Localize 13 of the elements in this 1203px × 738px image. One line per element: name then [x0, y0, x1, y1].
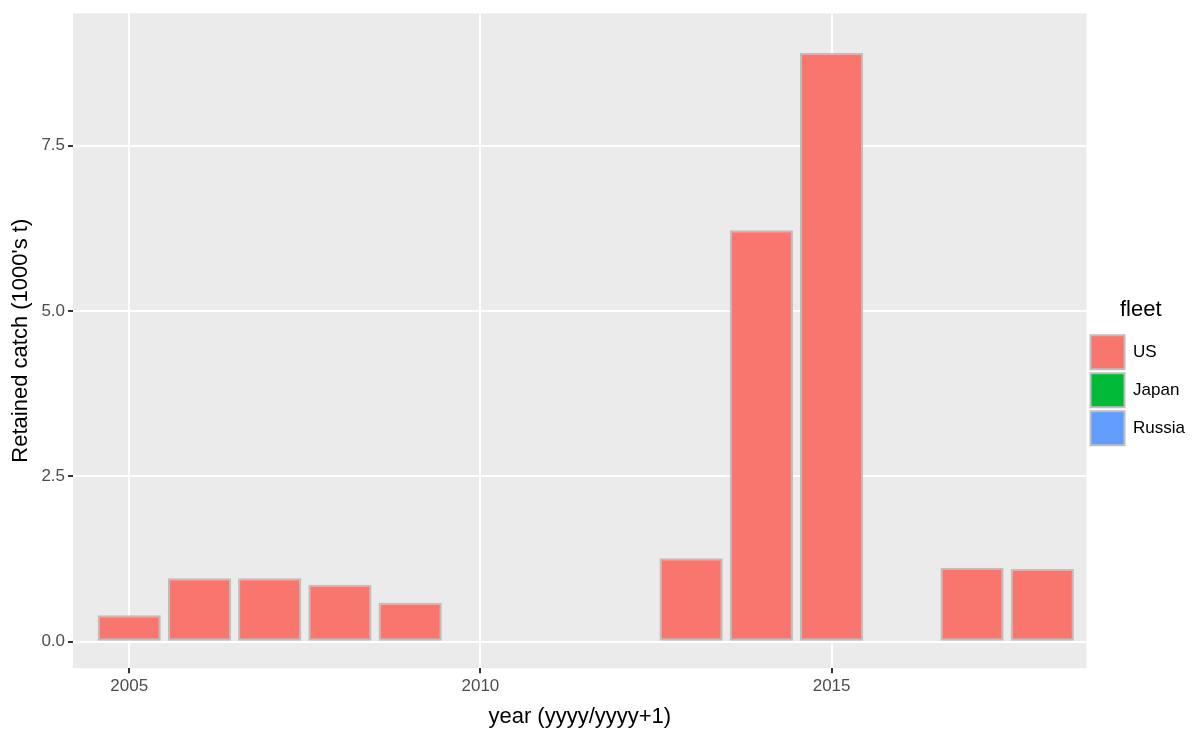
x-tick-label: 2010: [461, 676, 500, 696]
y-tick-label: 5.0: [41, 300, 66, 320]
legend-label: Japan: [1133, 379, 1180, 399]
x-tick-label: 2015: [812, 676, 851, 696]
y-tick-label: 7.5: [41, 135, 66, 155]
x-axis-title: year (yyyy/yyyy+1): [488, 702, 672, 728]
legend-label: US: [1133, 341, 1157, 361]
y-axis-title: Retained catch (1000's t): [7, 218, 33, 463]
y-tick-label: 0.0: [41, 631, 66, 651]
x-tick-label: 2005: [110, 676, 149, 696]
y-tick-label: 2.5: [41, 466, 66, 486]
legend-label: Russia: [1133, 417, 1186, 437]
legend-title: fleet: [1119, 295, 1162, 321]
